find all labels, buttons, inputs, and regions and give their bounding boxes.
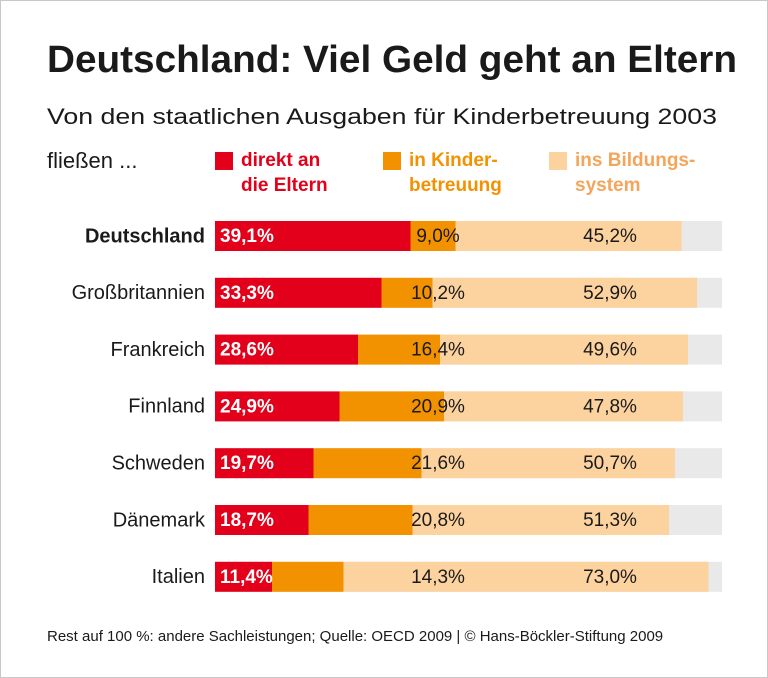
- bar-segment: [444, 391, 683, 422]
- legend-label: in Kinder- betreuung: [409, 150, 502, 196]
- value-label: 47,8%: [583, 396, 637, 417]
- value-label: 19,7%: [220, 453, 274, 474]
- legend-swatch: [383, 152, 401, 170]
- subtitle: fließen ...: [47, 148, 137, 173]
- bar-segment: [421, 448, 675, 479]
- category-label: Finnland: [128, 396, 205, 418]
- value-label: 33,3%: [220, 283, 274, 304]
- value-label: 50,7%: [583, 453, 637, 474]
- value-label: 73,0%: [583, 567, 637, 588]
- value-label: 52,9%: [583, 283, 637, 304]
- bar-segment: [339, 391, 444, 422]
- bar-segment: [343, 561, 709, 592]
- bar-segment: [215, 277, 382, 308]
- value-label: 14,3%: [411, 567, 465, 588]
- bar-segment: [215, 334, 358, 365]
- bar-segment: [215, 448, 314, 479]
- value-label: 16,4%: [411, 340, 465, 361]
- legend-swatch: [215, 152, 233, 170]
- footnote: Rest auf 100 %: andere Sachleistungen; Q…: [47, 628, 663, 645]
- bar-segment: [432, 277, 697, 308]
- bar-segment: [215, 391, 340, 422]
- bar-segment: [215, 561, 272, 592]
- category-label: Großbritannien: [72, 282, 205, 304]
- value-label: 9,0%: [416, 226, 459, 247]
- bar-segment: [215, 505, 309, 535]
- value-label: 45,2%: [583, 226, 637, 247]
- legend-swatch: [549, 152, 567, 170]
- subtitle: Von den staatlichen Ausgaben für Kinderb…: [47, 104, 717, 129]
- category-label: Schweden: [112, 452, 205, 474]
- bar-segment: [455, 221, 682, 251]
- bar-segment: [308, 505, 413, 535]
- bar-segment: [313, 448, 422, 479]
- legend-label: direkt an die Eltern: [241, 150, 328, 196]
- bar-segment: [215, 221, 411, 251]
- bar-segment: [272, 561, 344, 592]
- chart-title: Deutschland: Viel Geld geht an Eltern: [47, 39, 737, 81]
- value-label: 51,3%: [583, 510, 637, 531]
- category-label: Italien: [152, 566, 205, 588]
- bar-segment: [412, 505, 669, 535]
- bar-segment: [440, 334, 688, 365]
- legend-label: ins Bildungs- system: [575, 150, 696, 196]
- value-label: 21,6%: [411, 453, 465, 474]
- value-label: 20,8%: [411, 510, 465, 531]
- bar-segment: [358, 334, 440, 365]
- category-label: Dänemark: [113, 509, 206, 531]
- category-label: Deutschland: [85, 225, 205, 247]
- value-label: 20,9%: [411, 396, 465, 417]
- value-label: 39,1%: [220, 226, 274, 247]
- value-label: 18,7%: [220, 510, 274, 531]
- value-label: 49,6%: [583, 340, 637, 361]
- value-label: 24,9%: [220, 396, 274, 417]
- value-label: 28,6%: [220, 340, 274, 361]
- bar-segment: [410, 221, 456, 251]
- value-label: 11,4%: [220, 567, 273, 588]
- value-label: 10,2%: [411, 283, 465, 304]
- category-label: Frankreich: [111, 339, 205, 361]
- bar-segment: [381, 277, 433, 308]
